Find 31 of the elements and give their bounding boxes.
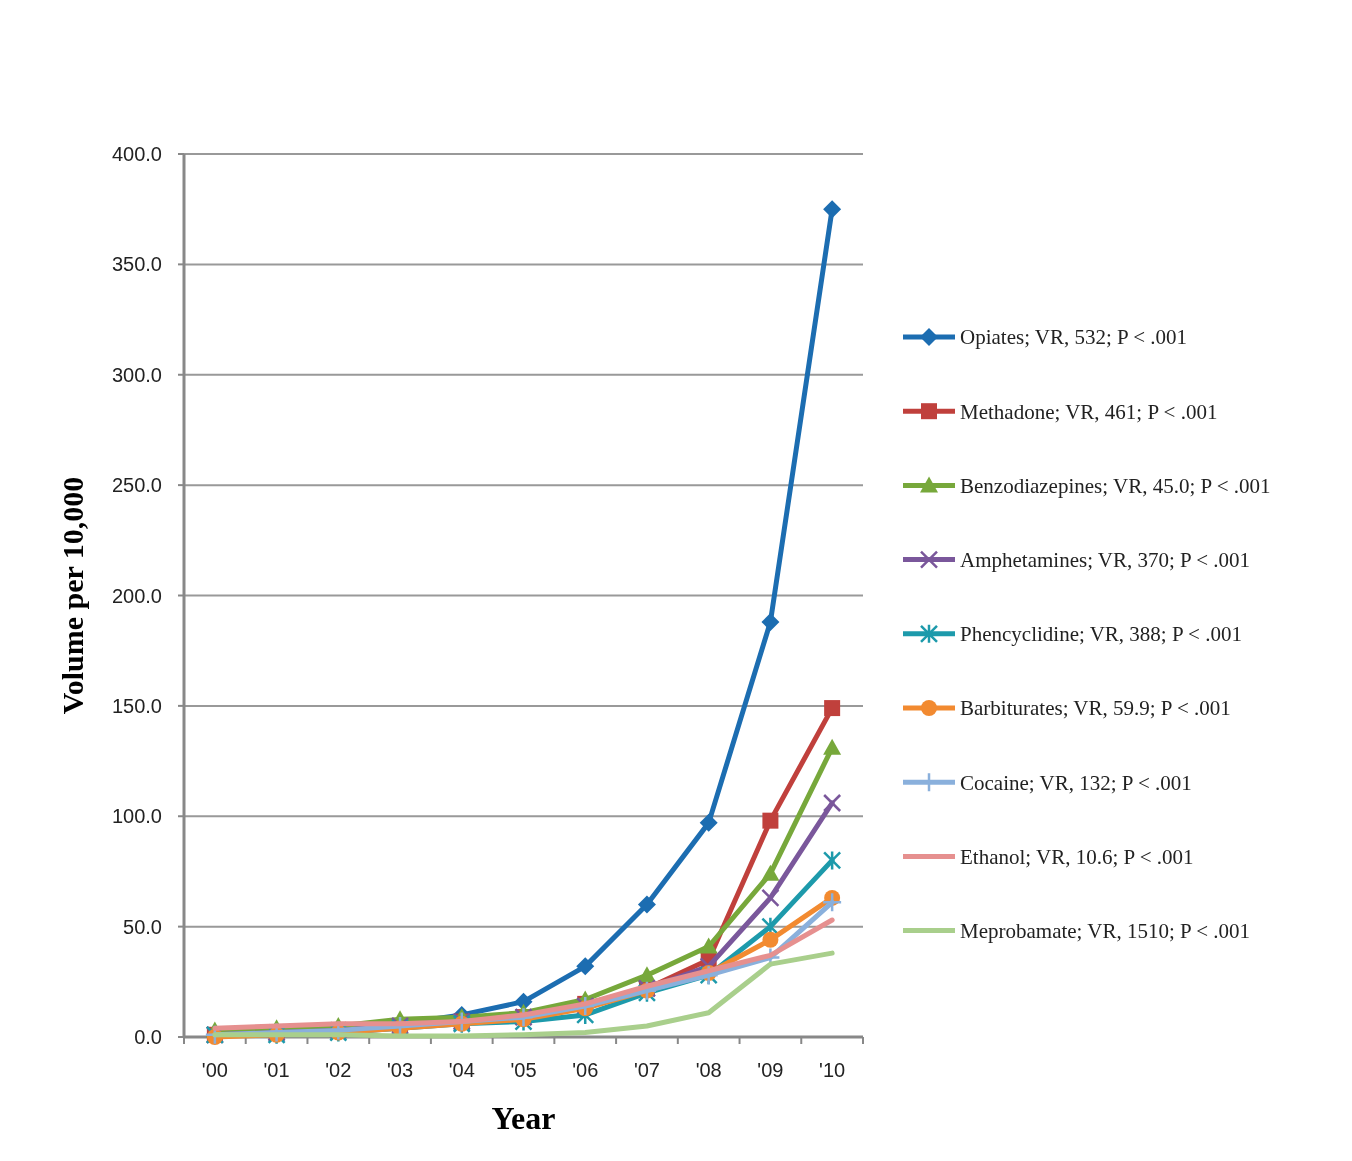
y-tick-label: 50.0 — [123, 915, 162, 938]
y-tick-label: 300.0 — [111, 363, 162, 386]
y-tick-label: 100.0 — [111, 805, 162, 828]
y-tick-label: 250.0 — [111, 474, 162, 497]
x-tick-label: '09 — [757, 1059, 784, 1081]
legend-label: Amphetamines; VR, 370; P < .001 — [960, 547, 1251, 572]
x-tick-label: '05 — [510, 1059, 537, 1081]
x-tick-label: '06 — [572, 1059, 599, 1081]
x-axis-title: Year — [491, 1100, 556, 1136]
legend-label: Methadone; VR, 461; P < .001 — [960, 399, 1218, 424]
legend-label: Phencyclidine; VR, 388; P < .001 — [960, 622, 1242, 647]
legend-label: Benzodiazepines; VR, 45.0; P < .001 — [960, 473, 1271, 498]
x-tick-label: '02 — [325, 1059, 352, 1081]
x-tick-label: '00 — [201, 1059, 228, 1081]
y-axis-title: Volume per 10,000 — [56, 476, 89, 715]
legend-label: Cocaine; VR, 132; P < .001 — [960, 770, 1192, 795]
legend-label: Meprobamate; VR, 1510; P < .001 — [960, 918, 1251, 943]
x-tick-label: '04 — [448, 1059, 475, 1081]
y-tick-label: 400.0 — [111, 143, 162, 165]
x-tick-label: '07 — [633, 1059, 660, 1081]
y-tick-label: 200.0 — [111, 584, 162, 607]
y-tick-label: 350.0 — [111, 253, 162, 276]
y-tick-label: 0.0 — [134, 1026, 162, 1048]
legend-label: Ethanol; VR, 10.6; P < .001 — [960, 844, 1194, 869]
y-tick-label: 150.0 — [111, 694, 162, 717]
legend-label: Opiates; VR, 532; P < .001 — [960, 325, 1188, 350]
x-tick-label: '01 — [263, 1059, 290, 1081]
x-tick-label: '10 — [819, 1059, 846, 1081]
x-tick-label: '08 — [695, 1059, 722, 1081]
legend-label: Barbiturates; VR, 59.9; P < .001 — [960, 696, 1231, 721]
x-tick-label: '03 — [387, 1059, 414, 1081]
